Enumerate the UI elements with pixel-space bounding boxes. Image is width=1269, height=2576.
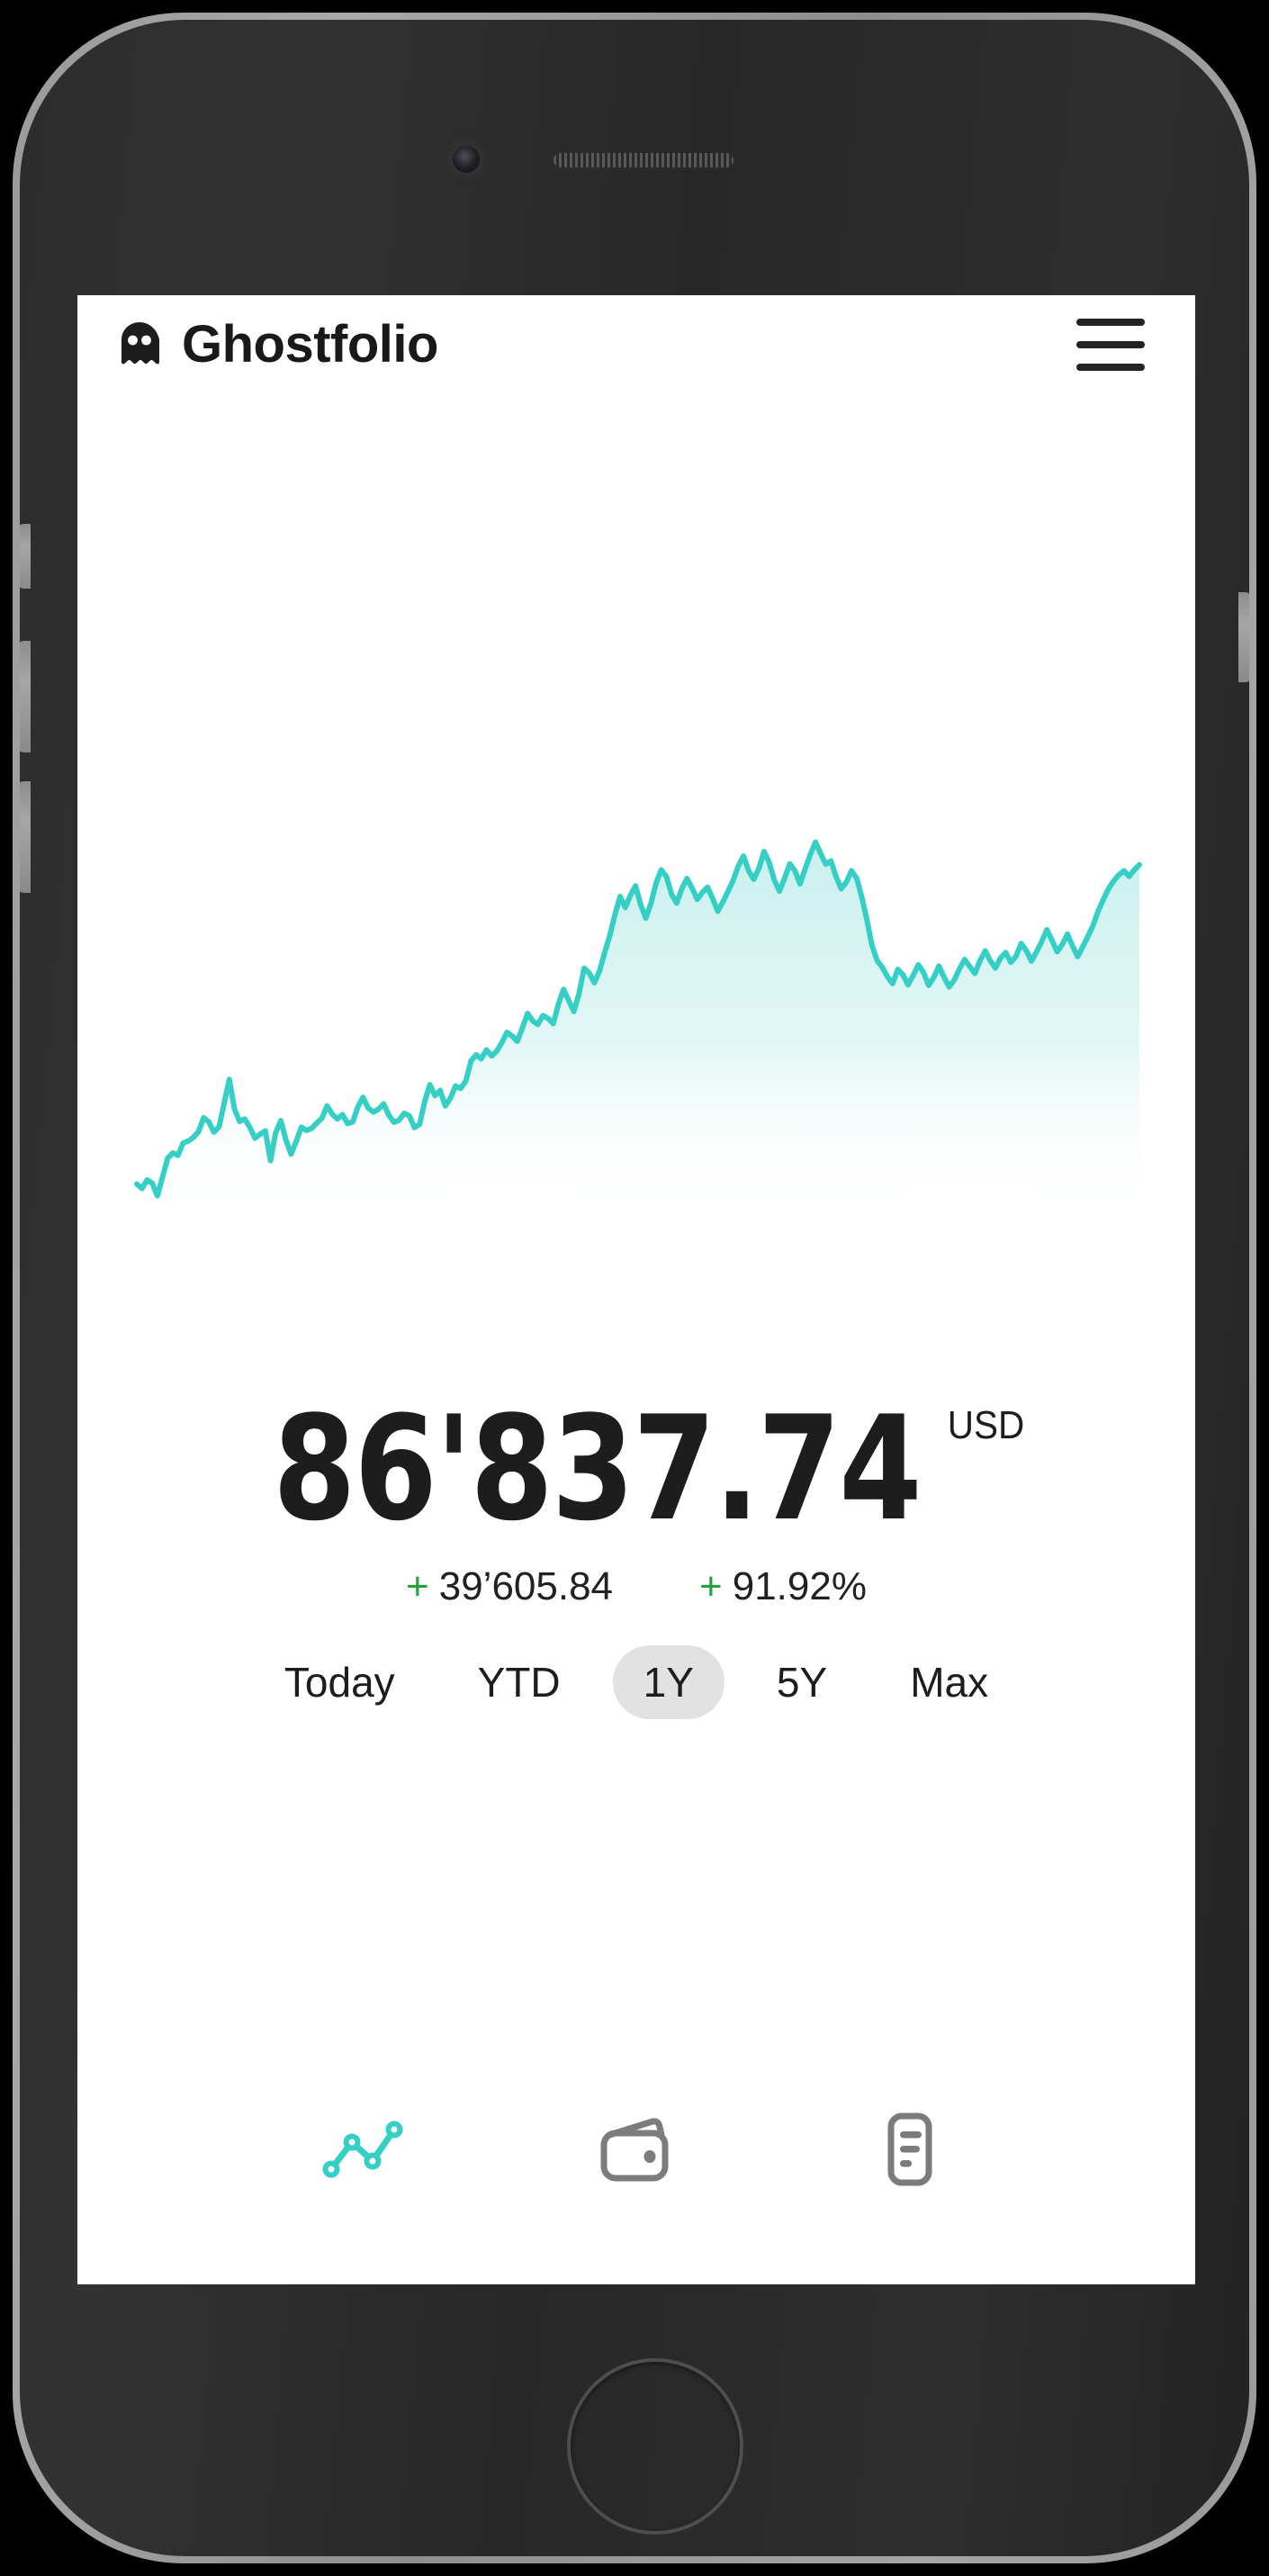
phone-body: Ghostfolio [20, 20, 1249, 2556]
percent-change: + 91.92% [699, 1564, 867, 1609]
range-tab-1y[interactable]: 1Y [612, 1645, 724, 1719]
absolute-change: + 39’605.84 [406, 1564, 613, 1609]
percent-change-value: 91.92% [732, 1564, 867, 1608]
home-button[interactable] [567, 2358, 743, 2535]
portfolio-value: 86'837.74 [272, 1384, 922, 1553]
front-camera-icon [453, 146, 480, 173]
portfolio-value-row: 86'837.74 USD [77, 1397, 1195, 1541]
phone-screen: Ghostfolio [77, 295, 1195, 2284]
brand-logo[interactable]: Ghostfolio [117, 319, 438, 371]
earpiece-speaker-icon [554, 153, 734, 167]
portfolio-summary: 86'837.74 USD + 39’605.84 + 91.92% [77, 1397, 1195, 1609]
percent-change-sign: + [699, 1564, 723, 1608]
performance-row: + 39’605.84 + 91.92% [77, 1564, 1195, 1609]
absolute-change-value: 39’605.84 [438, 1564, 614, 1608]
range-tab-ytd[interactable]: YTD [477, 1659, 561, 1706]
mute-switch[interactable] [20, 524, 31, 589]
menu-bar-1 [1076, 319, 1145, 326]
menu-bar-3 [1076, 364, 1145, 371]
document-icon [887, 2112, 932, 2186]
portfolio-area-chart[interactable] [77, 828, 1195, 1215]
volume-down-button[interactable] [20, 781, 31, 893]
hamburger-menu-icon[interactable] [1076, 314, 1154, 375]
nav-overview[interactable] [309, 2100, 417, 2199]
date-range-tabs: Today YTD 1Y 5Y Max [77, 1645, 1195, 1719]
nav-portfolio[interactable] [582, 2100, 690, 2199]
range-tab-max[interactable]: Max [910, 1659, 989, 1706]
absolute-change-sign: + [406, 1564, 429, 1608]
ghost-icon [122, 322, 159, 365]
phone-frame: Ghostfolio [13, 13, 1256, 2563]
chart-area-fill [137, 842, 1139, 1215]
line-chart-icon [322, 2121, 403, 2178]
chart-line [134, 839, 1142, 1199]
portfolio-chart-container[interactable] [77, 828, 1195, 1215]
wallet-icon [600, 2118, 669, 2182]
range-tab-today[interactable]: Today [284, 1659, 395, 1706]
volume-up-button[interactable] [20, 641, 31, 752]
app-header: Ghostfolio [77, 295, 1195, 394]
range-tab-5y[interactable]: 5Y [776, 1659, 828, 1706]
app-title: Ghostfolio [182, 315, 438, 374]
menu-bar-2 [1076, 341, 1145, 348]
currency-label: USD [948, 1403, 1025, 1447]
power-button[interactable] [1238, 592, 1249, 682]
bottom-navigation [77, 2052, 1195, 2284]
nav-accounts[interactable] [856, 2100, 964, 2199]
